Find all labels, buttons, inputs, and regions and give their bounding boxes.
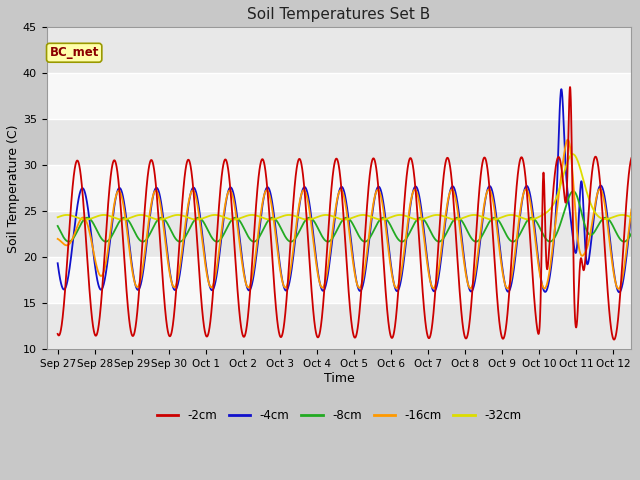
Bar (47, 303, 632, 349)
Bar (47, 211, 632, 257)
Bar (47, 27, 632, 73)
Legend: -2cm, -4cm, -8cm, -16cm, -32cm: -2cm, -4cm, -8cm, -16cm, -32cm (152, 405, 526, 427)
X-axis label: Time: Time (324, 372, 355, 385)
Text: BC_met: BC_met (49, 46, 99, 59)
Title: Soil Temperatures Set B: Soil Temperatures Set B (248, 7, 431, 22)
Bar (47, 165, 632, 211)
Bar (47, 257, 632, 303)
Y-axis label: Soil Temperature (C): Soil Temperature (C) (7, 124, 20, 252)
Bar (47, 73, 632, 119)
Bar (47, 119, 632, 165)
